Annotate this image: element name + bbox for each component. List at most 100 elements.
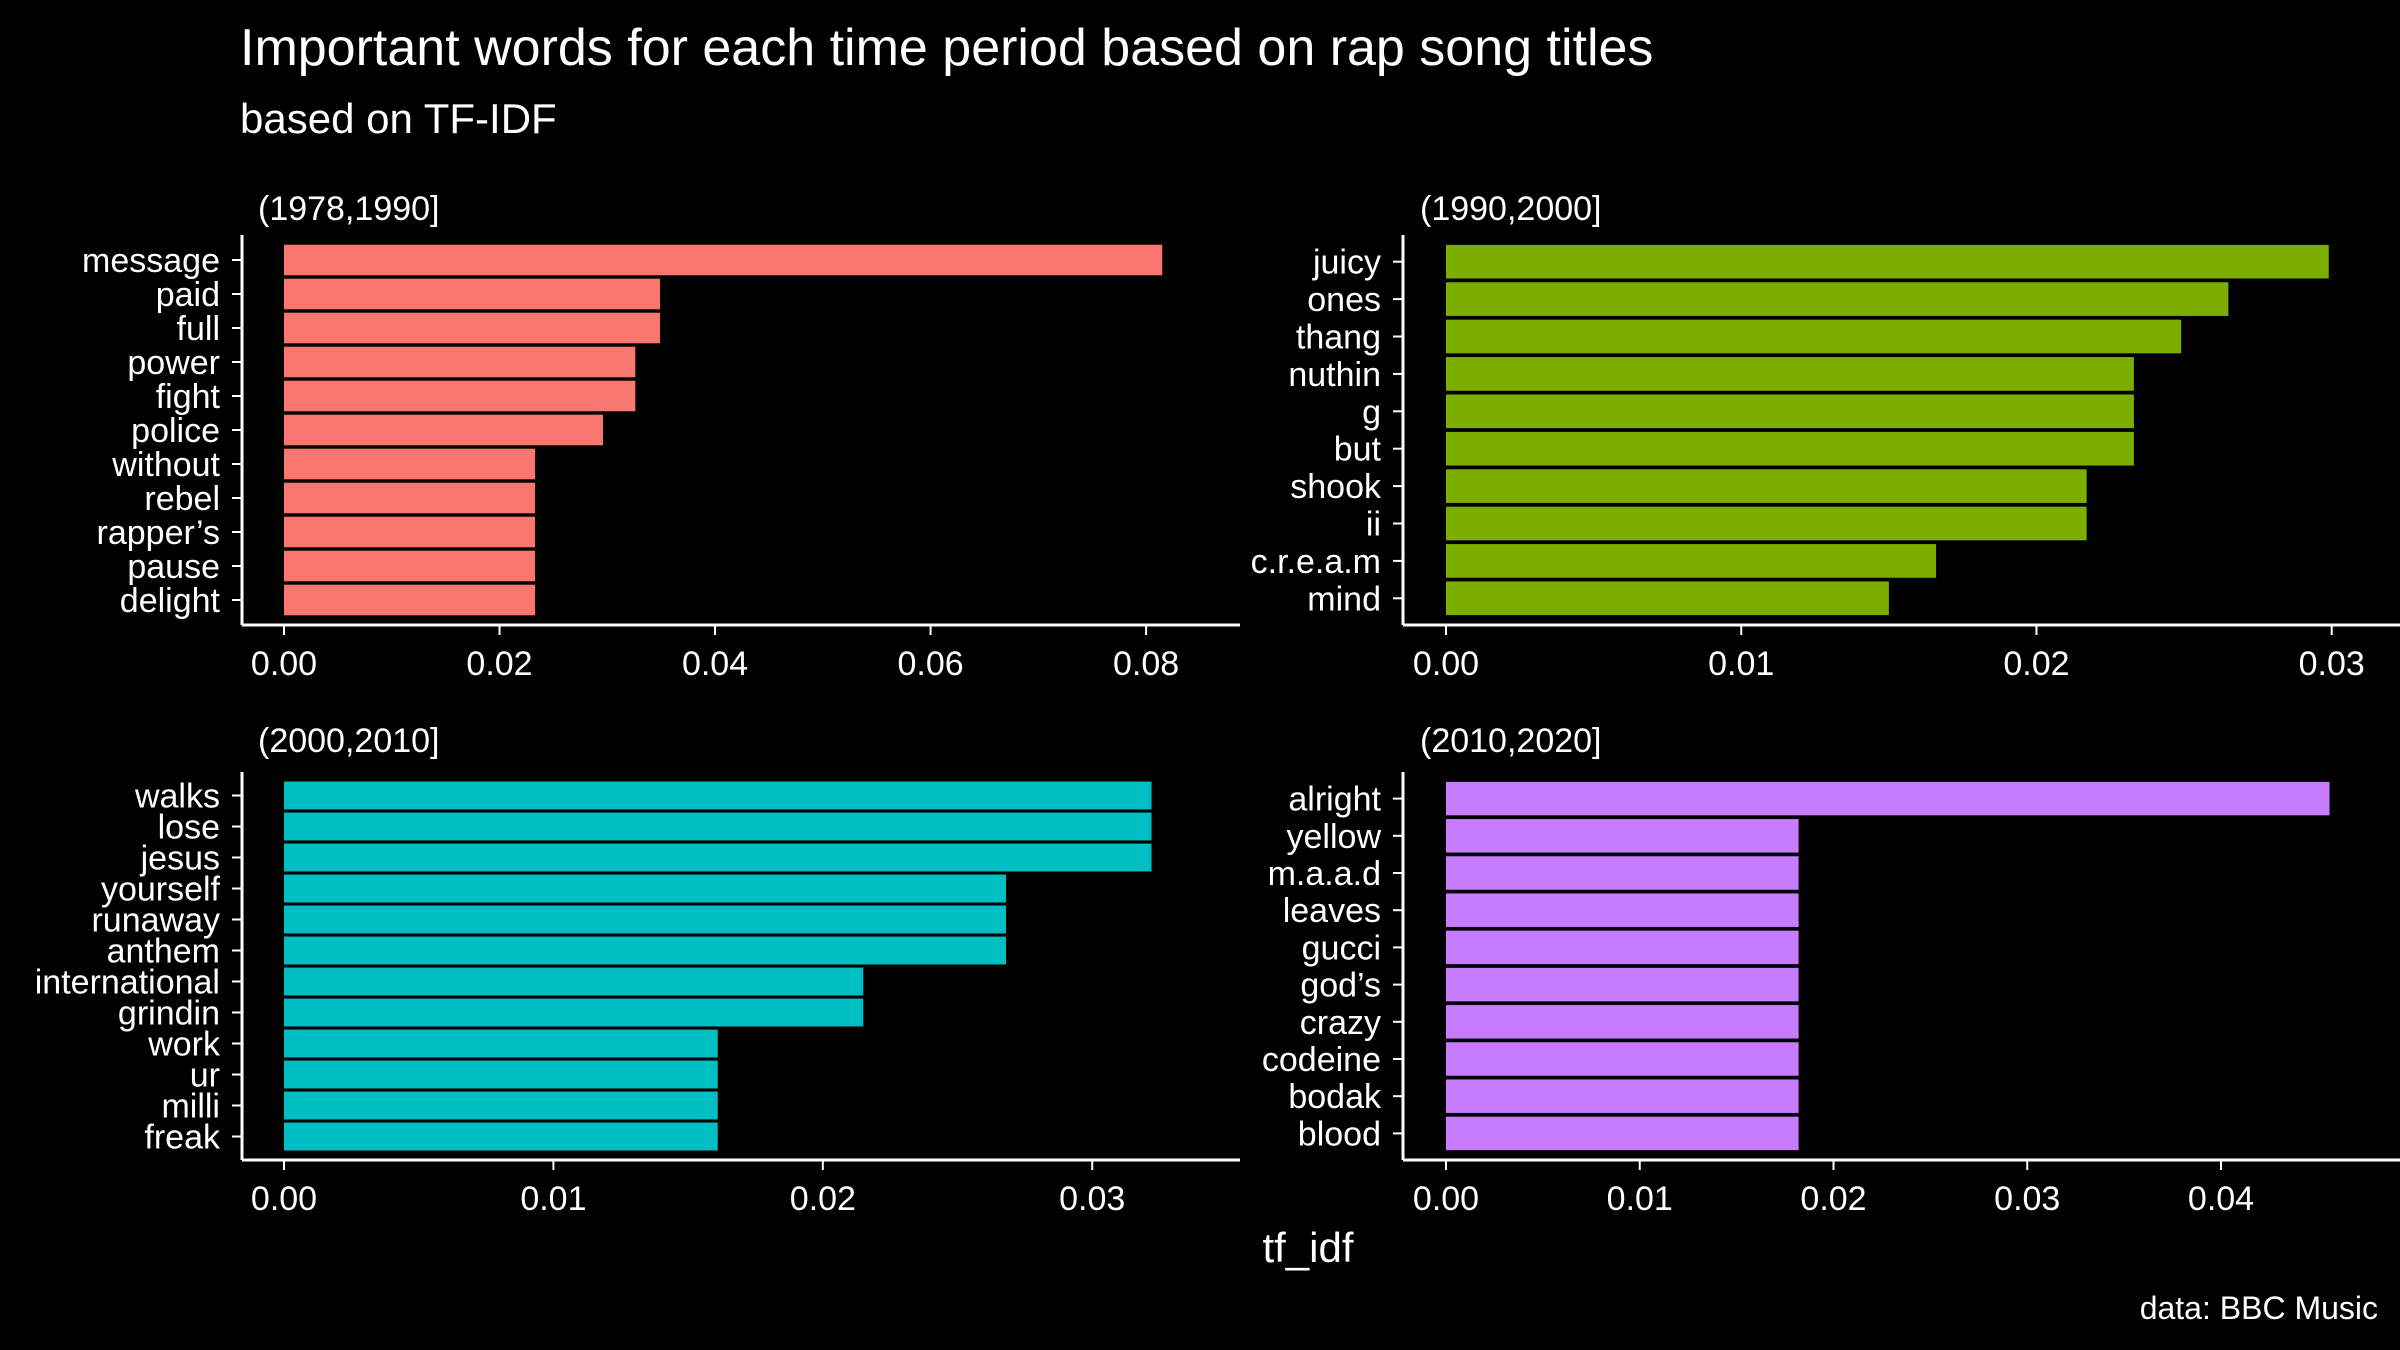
- chart-caption: data: BBC Music: [2139, 1290, 2378, 1326]
- category-label: gucci: [1302, 929, 1381, 967]
- category-label: delight: [120, 582, 221, 620]
- x-tick-label: 0.01: [1708, 645, 1774, 683]
- category-label: bodak: [1288, 1078, 1382, 1116]
- category-label: rapper’s: [97, 514, 220, 552]
- bar: [1446, 544, 1937, 578]
- category-label: thang: [1296, 319, 1381, 357]
- x-tick-label: 0.03: [1994, 1180, 2060, 1218]
- bar: [284, 346, 636, 378]
- category-label: anthem: [107, 933, 220, 971]
- category-label: mind: [1307, 580, 1381, 618]
- chart-subtitle: based on TF-IDF: [240, 95, 557, 142]
- bar: [1446, 819, 1799, 853]
- category-label: runaway: [91, 902, 220, 940]
- bar: [284, 584, 536, 616]
- x-tick-label: 0.03: [2299, 645, 2365, 683]
- bar: [1446, 319, 2182, 354]
- category-label: pause: [127, 548, 220, 586]
- category-label: codeine: [1262, 1041, 1381, 1079]
- category-label: walks: [134, 778, 220, 816]
- bar: [284, 843, 1152, 872]
- bar: [1446, 244, 2329, 279]
- bar: [1446, 357, 2134, 391]
- bar: [1446, 394, 2134, 429]
- category-label: freak: [144, 1119, 221, 1157]
- category-label: police: [131, 412, 220, 450]
- x-tick-label: 0.01: [520, 1180, 586, 1218]
- x-tick-label: 0.02: [466, 645, 532, 683]
- bar: [284, 482, 536, 514]
- bar: [284, 905, 1007, 934]
- bar: [1446, 930, 1799, 965]
- bar: [1446, 431, 2134, 466]
- x-tick-label: 0.00: [251, 1180, 317, 1218]
- x-tick-label: 0.00: [1413, 1180, 1479, 1218]
- bar: [1446, 1005, 1799, 1039]
- facet-label: (1990,2000]: [1420, 190, 1602, 228]
- x-tick-label: 0.08: [1113, 645, 1179, 683]
- category-label: yourself: [101, 871, 221, 909]
- category-label: blood: [1298, 1115, 1381, 1153]
- category-label: ii: [1366, 506, 1381, 544]
- x-tick-label: 0.02: [2003, 645, 2069, 683]
- bar: [284, 812, 1152, 841]
- bar: [1446, 1116, 1799, 1151]
- category-label: message: [82, 242, 220, 280]
- bar: [1446, 282, 2229, 316]
- category-label: without: [111, 446, 220, 484]
- bar: [284, 516, 536, 548]
- category-label: m.a.a.d: [1268, 855, 1381, 893]
- bar: [1446, 967, 1799, 1002]
- category-label: international: [35, 964, 220, 1002]
- bar: [284, 1122, 718, 1151]
- bar: [284, 936, 1007, 965]
- bar: [284, 781, 1152, 810]
- bar: [284, 244, 1163, 276]
- x-tick-label: 0.03: [1059, 1180, 1125, 1218]
- bar: [284, 448, 536, 480]
- category-label: fight: [156, 378, 221, 416]
- category-label: grindin: [118, 995, 220, 1033]
- category-label: but: [1334, 431, 1382, 469]
- category-label: work: [147, 1026, 221, 1064]
- category-label: lose: [158, 809, 220, 847]
- bar: [284, 1091, 718, 1120]
- bar: [284, 550, 536, 582]
- facet-label: (1978,1990]: [258, 190, 440, 228]
- category-label: ones: [1307, 281, 1381, 319]
- bar: [1446, 506, 2087, 541]
- x-tick-label: 0.02: [790, 1180, 856, 1218]
- category-label: power: [127, 344, 220, 382]
- bar: [1446, 781, 2330, 816]
- bar: [1446, 1042, 1799, 1076]
- bar: [284, 967, 864, 996]
- x-tick-label: 0.04: [2188, 1180, 2254, 1218]
- x-tick-label: 0.06: [897, 645, 963, 683]
- x-tick-label: 0.01: [1607, 1180, 1673, 1218]
- bar: [284, 312, 661, 344]
- category-label: milli: [161, 1088, 220, 1126]
- category-label: paid: [156, 276, 220, 314]
- bar: [1446, 581, 1889, 616]
- category-label: jesus: [140, 840, 220, 878]
- category-label: crazy: [1300, 1004, 1381, 1042]
- x-axis-title: tf_idf: [1262, 1224, 1353, 1271]
- category-label: full: [177, 310, 220, 348]
- bar: [1446, 893, 1799, 927]
- category-label: alright: [1288, 781, 1381, 819]
- category-label: rebel: [144, 480, 220, 518]
- bar: [284, 998, 864, 1027]
- category-label: juicy: [1312, 244, 1381, 282]
- bar: [284, 1029, 718, 1058]
- facet-label: (2010,2020]: [1420, 722, 1602, 760]
- bar: [1446, 469, 2087, 503]
- x-tick-label: 0.04: [682, 645, 748, 683]
- category-label: nuthin: [1288, 356, 1381, 394]
- category-label: shook: [1290, 468, 1382, 506]
- category-label: leaves: [1283, 892, 1381, 930]
- chart-title: Important words for each time period bas…: [240, 19, 1654, 77]
- bar: [284, 278, 661, 310]
- x-tick-label: 0.00: [1413, 645, 1479, 683]
- bar: [284, 414, 603, 446]
